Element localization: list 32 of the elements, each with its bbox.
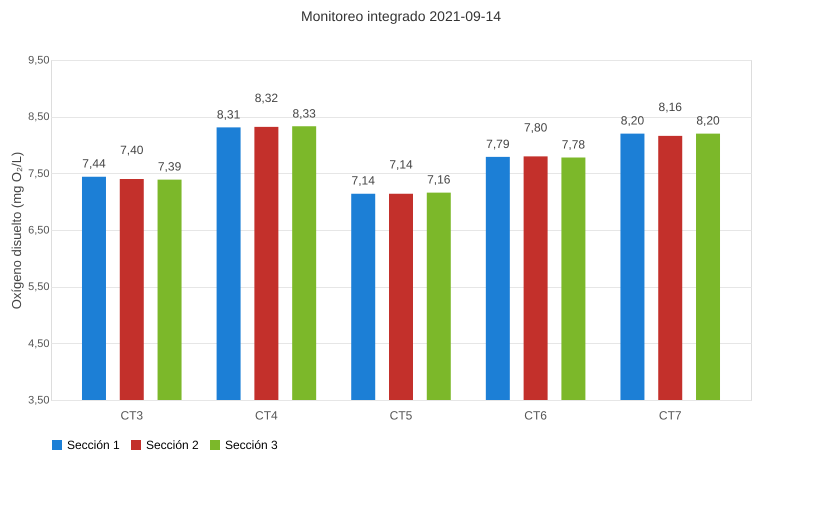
data-label: 8,16 bbox=[658, 100, 682, 114]
chart-title: Monitoreo integrado 2021-09-14 bbox=[300, 8, 502, 24]
data-label: 7,80 bbox=[524, 120, 548, 134]
x-tick-label: CT7 bbox=[658, 408, 682, 422]
data-label: 7,78 bbox=[562, 137, 586, 152]
y-axis-title: Oxígeno disuelto (mg O₂/L) bbox=[9, 152, 24, 310]
x-tick-label: CT4 bbox=[255, 408, 278, 422]
data-label: 7,14 bbox=[352, 174, 376, 188]
y-tick-label: 3,50 bbox=[28, 394, 50, 406]
y-tick-label: 4,50 bbox=[28, 338, 50, 350]
data-label: 7,39 bbox=[158, 160, 182, 174]
legend-label: Sección 3 bbox=[225, 438, 278, 452]
data-label: 8,33 bbox=[292, 106, 316, 120]
data-label: 8,31 bbox=[216, 107, 241, 122]
x-tick-label: CT3 bbox=[120, 408, 144, 422]
x-tick-label: CT6 bbox=[524, 408, 548, 422]
y-tick-label: 6,50 bbox=[28, 224, 50, 236]
x-tick-label: CT5 bbox=[390, 408, 413, 422]
data-label: 7,14 bbox=[389, 158, 413, 172]
y-tick-label: 7,50 bbox=[28, 168, 50, 180]
legend-label: Sección 2 bbox=[146, 438, 200, 452]
data-label: 7,79 bbox=[486, 136, 510, 151]
data-label: 7,40 bbox=[120, 143, 144, 157]
data-label: 8,20 bbox=[696, 114, 720, 128]
data-label: 8,20 bbox=[620, 114, 644, 128]
y-tick-label: 5,50 bbox=[28, 281, 50, 294]
data-label: 7,16 bbox=[427, 172, 451, 187]
y-tick-label: 8,50 bbox=[28, 111, 50, 124]
data-label: 8,32 bbox=[254, 90, 278, 105]
y-tick-label: 9,50 bbox=[28, 54, 50, 66]
legend-label: Sección 1 bbox=[67, 438, 120, 452]
data-label: 7,44 bbox=[82, 156, 106, 171]
